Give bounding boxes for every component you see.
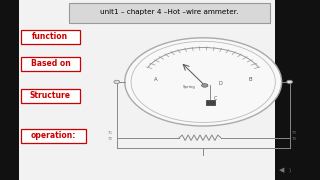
- Text: $T_2$: $T_2$: [107, 136, 114, 143]
- Text: A: A: [154, 77, 158, 82]
- Text: B: B: [248, 77, 252, 82]
- Bar: [0, 0, 19, 180]
- Text: $T_3$: $T_3$: [291, 129, 298, 137]
- Circle shape: [202, 84, 208, 87]
- Text: ): ): [289, 168, 291, 173]
- Text: operation:: operation:: [31, 131, 76, 140]
- Text: $T_1$: $T_1$: [107, 129, 114, 137]
- Text: unit1 – chapter 4 –Hot –wire ammeter.: unit1 – chapter 4 –Hot –wire ammeter.: [100, 9, 239, 15]
- Text: Structure: Structure: [30, 91, 71, 100]
- FancyBboxPatch shape: [69, 3, 270, 22]
- Bar: [275, 0, 320, 180]
- Text: function: function: [32, 32, 68, 41]
- Text: ◀: ◀: [279, 167, 284, 173]
- FancyBboxPatch shape: [21, 89, 80, 103]
- FancyBboxPatch shape: [21, 57, 80, 71]
- Circle shape: [125, 38, 282, 126]
- Circle shape: [114, 80, 120, 84]
- Text: D: D: [219, 81, 222, 86]
- FancyBboxPatch shape: [21, 129, 86, 143]
- Text: $T_4$: $T_4$: [291, 136, 298, 143]
- Circle shape: [287, 80, 292, 84]
- FancyBboxPatch shape: [21, 30, 80, 44]
- Text: C: C: [214, 96, 217, 101]
- Bar: [205, 100, 215, 105]
- Text: Based on: Based on: [30, 59, 70, 68]
- Text: Spring: Spring: [183, 85, 196, 89]
